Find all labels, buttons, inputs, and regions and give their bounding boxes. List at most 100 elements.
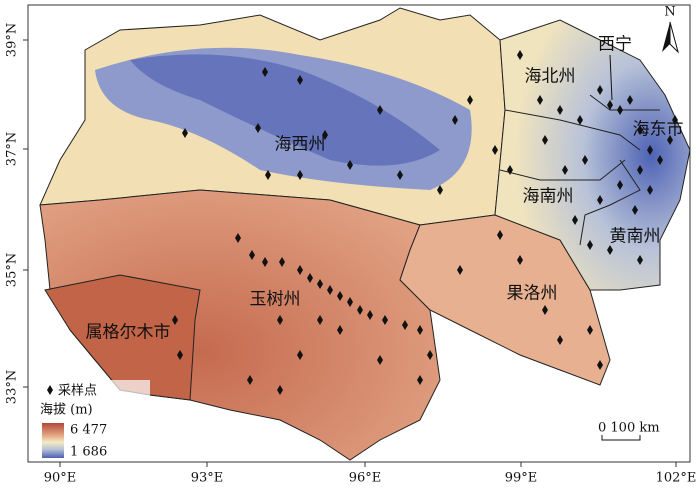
sample-point	[517, 255, 523, 265]
golmud	[44, 274, 201, 401]
border	[579, 159, 641, 246]
regions	[39, 7, 691, 461]
sample-point	[327, 285, 333, 295]
sample-point	[255, 123, 261, 133]
sample-point	[562, 165, 568, 175]
region-label: 属格尔木市	[86, 323, 171, 343]
east	[494, 19, 691, 291]
latitude-label: 39°N	[5, 23, 20, 57]
sample-point	[672, 115, 678, 125]
region-label: 黄南州	[610, 227, 661, 247]
sample-point	[647, 145, 653, 155]
sample-point	[235, 233, 241, 243]
sample-point	[177, 350, 183, 360]
region-label: 玉树州	[250, 290, 301, 310]
sample-point	[265, 170, 271, 180]
sample-point	[647, 185, 653, 195]
sample-point	[597, 360, 603, 370]
sample-point	[262, 257, 268, 267]
sample-point	[297, 350, 303, 360]
legend-marker	[47, 385, 53, 395]
sample-point	[277, 315, 283, 325]
sample-point	[572, 215, 578, 225]
longitude-label: 102°E	[656, 471, 697, 486]
sample-point	[497, 230, 503, 240]
sample-point	[607, 245, 613, 255]
sample-point	[577, 115, 583, 125]
scale-bar	[601, 435, 641, 441]
region-label: 西宁	[598, 35, 632, 55]
legend: 采样点 海拔 (m) 6 477 1 686	[30, 380, 150, 460]
sample-point	[542, 305, 548, 315]
sample-point	[297, 75, 303, 85]
region-label: 海南州	[523, 187, 574, 207]
sample-point	[172, 315, 178, 325]
sample-point	[337, 291, 343, 301]
sample-point	[382, 315, 388, 325]
north-label: N	[664, 5, 675, 20]
sample-point	[247, 375, 253, 385]
sample-point	[517, 50, 523, 60]
sample-point	[627, 95, 633, 105]
sample-point	[182, 128, 188, 138]
leader-line	[609, 54, 613, 101]
sample-point	[427, 350, 433, 360]
sample-point	[637, 165, 643, 175]
sample-point	[417, 375, 423, 385]
scale-label: 0 100 km	[598, 421, 660, 436]
sample-point	[557, 335, 563, 345]
region-label: 果洛州	[507, 284, 558, 304]
legend-max: 6 477	[70, 423, 107, 438]
region-label: 海西州	[275, 135, 326, 155]
sample-point	[542, 135, 548, 145]
sample-point	[557, 105, 563, 115]
sample-point	[537, 95, 543, 105]
north-arrow	[669, 21, 679, 54]
sample-point	[597, 85, 603, 95]
sample-point	[637, 255, 643, 265]
sample-point	[507, 165, 513, 175]
sample-point	[597, 195, 603, 205]
latitude-label: 35°N	[5, 253, 20, 287]
sample-point	[297, 170, 303, 180]
sample-point	[277, 385, 283, 395]
sample-point	[317, 315, 323, 325]
sample-point	[322, 130, 328, 140]
sample-point	[452, 115, 458, 125]
border	[504, 109, 641, 151]
sample-point	[637, 125, 643, 135]
sample-point	[657, 155, 663, 165]
sample-point	[347, 160, 353, 170]
sample-point	[279, 257, 285, 267]
longitude-label: 90°E	[44, 471, 77, 486]
sample-point	[262, 67, 268, 77]
sample-point	[402, 320, 408, 330]
haixi-basin-core	[130, 54, 440, 166]
sample-point	[467, 95, 473, 105]
legend-title: 海拔 (m)	[40, 403, 93, 418]
sample-point	[417, 325, 423, 335]
sample-point	[492, 145, 498, 155]
sample-point	[582, 155, 588, 165]
sample-point	[437, 185, 443, 195]
sample-point	[347, 297, 353, 307]
sample-point	[617, 180, 623, 190]
region-label: 海东市	[633, 120, 684, 140]
longitude-label: 93°E	[191, 471, 224, 486]
sample-point	[307, 273, 313, 283]
sample-point	[632, 205, 638, 215]
sample-point	[587, 240, 593, 250]
latitude-label: 37°N	[5, 132, 20, 166]
sample-point	[377, 355, 383, 365]
sample-point	[457, 265, 463, 275]
legend-min: 1 686	[70, 445, 107, 460]
sample-point	[607, 100, 613, 110]
sample-point	[317, 279, 323, 289]
longitude-label: 99°E	[505, 471, 538, 486]
sample-point	[357, 305, 363, 315]
border	[499, 159, 626, 181]
legend-gradient	[42, 423, 64, 458]
legend-label: 采样点	[58, 384, 97, 399]
sample-point	[667, 135, 673, 145]
